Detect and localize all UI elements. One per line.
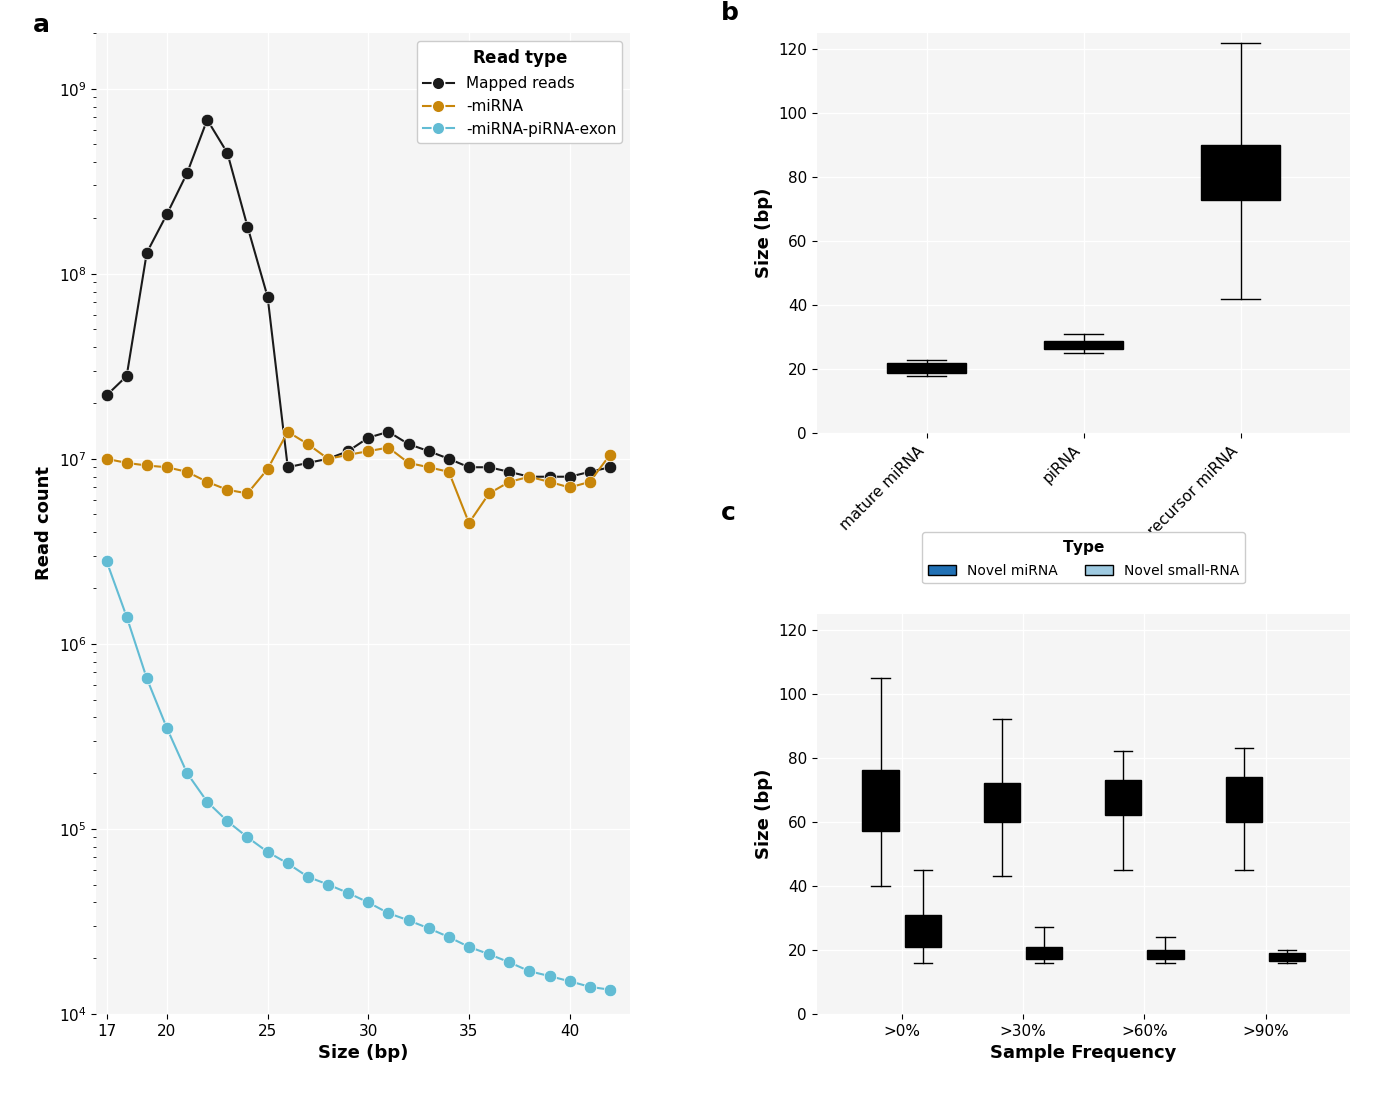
PathPatch shape: [1027, 947, 1062, 960]
Text: c: c: [721, 501, 736, 526]
X-axis label: Sample Frequency: Sample Frequency: [991, 1044, 1177, 1062]
Text: b: b: [721, 1, 739, 25]
PathPatch shape: [1148, 950, 1184, 960]
PathPatch shape: [905, 915, 941, 947]
Legend: Mapped reads, -miRNA, -miRNA-piRNA-exon: Mapped reads, -miRNA, -miRNA-piRNA-exon: [418, 41, 623, 143]
Y-axis label: Size (bp): Size (bp): [755, 188, 773, 279]
Y-axis label: Size (bp): Size (bp): [755, 768, 773, 858]
PathPatch shape: [984, 784, 1020, 822]
X-axis label: Size (bp): Size (bp): [318, 1044, 408, 1062]
PathPatch shape: [1105, 780, 1141, 815]
PathPatch shape: [1045, 341, 1123, 348]
Text: a: a: [33, 13, 50, 37]
Y-axis label: Read count: Read count: [36, 466, 54, 581]
PathPatch shape: [1226, 777, 1262, 822]
PathPatch shape: [863, 770, 898, 831]
PathPatch shape: [887, 363, 966, 372]
PathPatch shape: [1202, 145, 1280, 199]
PathPatch shape: [1269, 953, 1305, 961]
Legend: Novel miRNA, Novel small-RNA: Novel miRNA, Novel small-RNA: [922, 532, 1244, 583]
X-axis label: Types of known small-RNA: Types of known small-RNA: [951, 551, 1217, 569]
